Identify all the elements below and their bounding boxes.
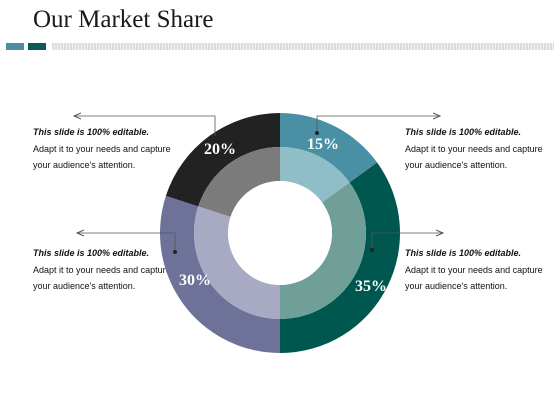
donut-hole [228, 181, 332, 285]
note-body: Adapt it to your needs and capture your … [405, 143, 543, 171]
note-bottom-left: This slide is 100% editable. Adapt it to… [33, 245, 173, 295]
title-divider [52, 43, 554, 50]
note-heading: This slide is 100% editable. [33, 248, 150, 258]
note-body: Adapt it to your needs and capture your … [33, 143, 171, 171]
note-body: Adapt it to your needs and capture your … [405, 264, 543, 292]
segment-percent-label: 15% [307, 136, 339, 153]
page-title: Our Market Share [33, 6, 214, 33]
callout-dot [315, 131, 319, 135]
callout-arrow-line [77, 233, 176, 252]
callout-dot [173, 250, 177, 254]
segment-percent-label: 35% [355, 278, 387, 295]
segment-percent-label: 20% [204, 141, 236, 158]
donut-inner-segment-2 [194, 206, 280, 319]
note-top-left: This slide is 100% editable. Adapt it to… [33, 124, 173, 174]
note-bottom-right: This slide is 100% editable. Adapt it to… [405, 245, 545, 295]
callout-arrow-line [316, 116, 440, 133]
callout-dot [213, 136, 217, 140]
accent-square-dark [28, 43, 46, 50]
donut-outer-segment-3 [165, 113, 280, 207]
donut-inner-segment-1 [280, 182, 367, 319]
accent-square-teal [6, 43, 24, 50]
note-top-right: This slide is 100% editable. Adapt it to… [405, 124, 545, 174]
donut-inner-segment-3 [198, 147, 280, 217]
note-heading: This slide is 100% editable. [405, 127, 522, 137]
callout-arrow-line [371, 233, 443, 250]
note-heading: This slide is 100% editable. [405, 248, 522, 258]
donut-outer-segment-1 [280, 162, 401, 353]
donut-outer-segment-2 [159, 195, 280, 353]
callout-arrow-line [74, 116, 216, 138]
donut-inner-segment-0 [280, 147, 350, 203]
note-heading: This slide is 100% editable. [33, 127, 150, 137]
note-body: Adapt it to your needs and capture your … [33, 264, 171, 292]
callout-dot [370, 248, 374, 252]
donut-outer-segment-0 [280, 113, 378, 183]
segment-percent-label: 30% [179, 272, 211, 289]
